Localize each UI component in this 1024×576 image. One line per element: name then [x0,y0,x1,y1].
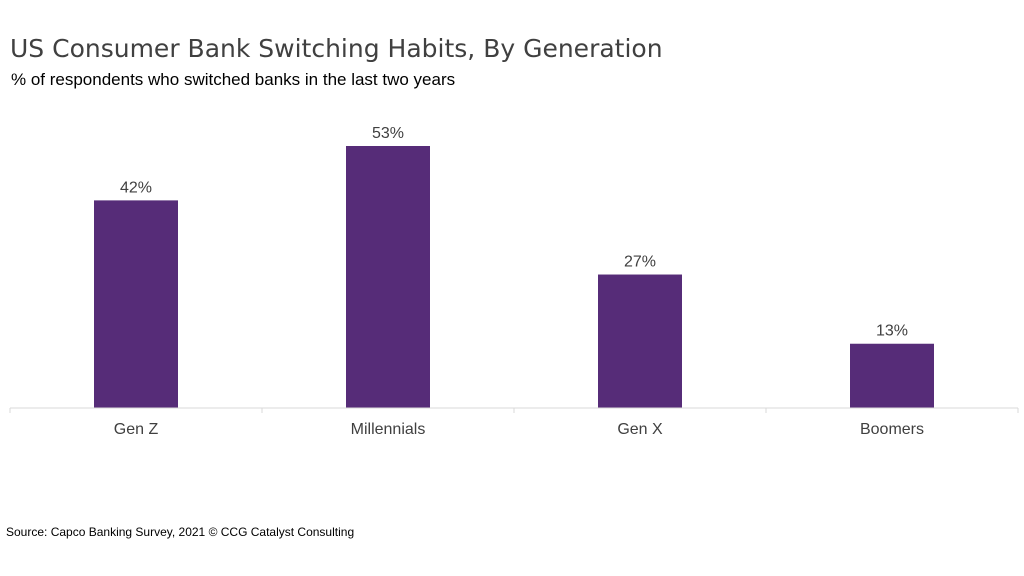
chart-subtitle: % of respondents who switched banks in t… [11,70,456,89]
bar-gen-z [94,200,178,408]
x-axis [9,407,1019,413]
bar-millennials [346,146,430,408]
source-note: Source: Capco Banking Survey, 2021 © CCG… [6,525,355,539]
data-label: 53% [372,125,404,142]
category-label: Gen X [617,421,663,438]
bar-boomers [850,343,934,408]
chart-title: US Consumer Bank Switching Habits, By Ge… [10,34,663,63]
bars-layer [94,146,934,408]
labels-layer: 42% Gen Z 53% Millennials 27% Gen X 13% Boomers [114,125,924,438]
category-label: Boomers [860,421,924,438]
data-label: 27% [624,254,656,271]
bar-gen-x [598,274,682,408]
category-label: Millennials [351,421,426,438]
data-label: 42% [120,179,152,196]
data-label: 13% [876,323,908,340]
category-label: Gen Z [114,421,159,438]
